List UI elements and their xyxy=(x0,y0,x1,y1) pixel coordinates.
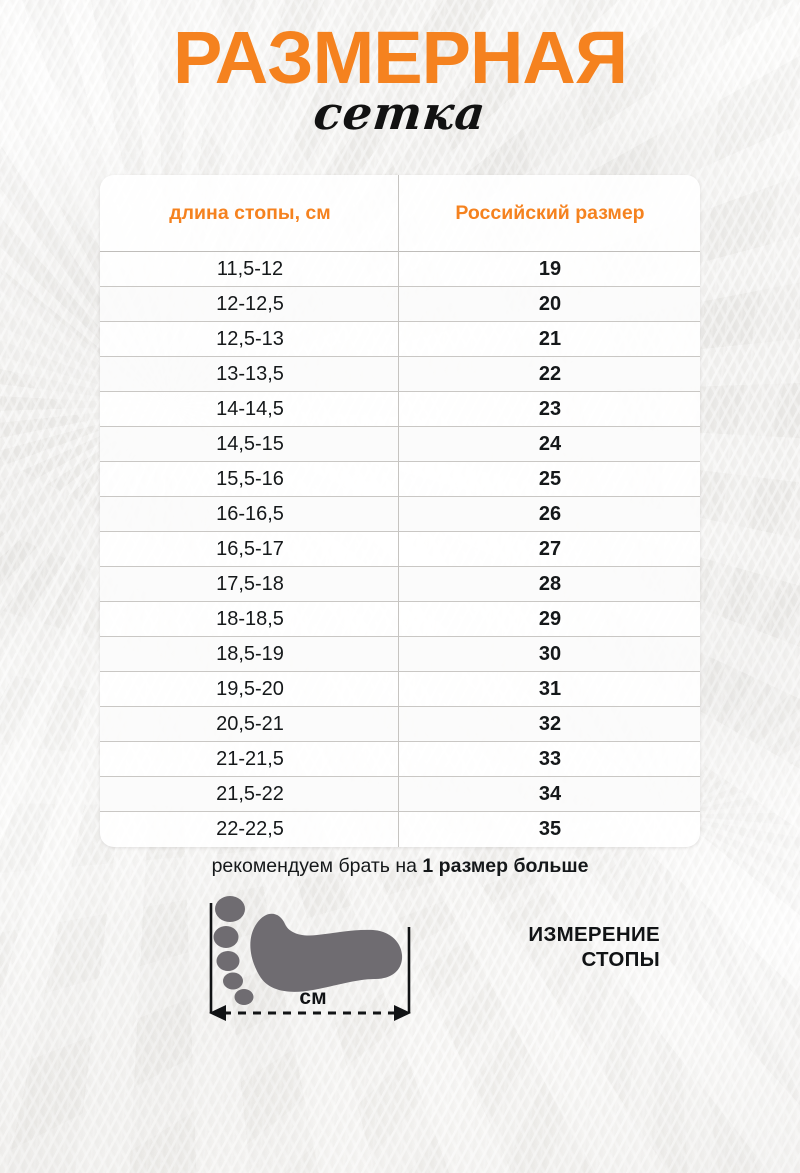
measure-arrow-right-icon xyxy=(394,1005,411,1021)
cell-foot-length: 20,5-21 xyxy=(216,713,284,735)
cell-russian-size: 32 xyxy=(538,713,562,735)
caption-line-2: СТОПЫ xyxy=(581,947,660,971)
table-row: 13-13,5 22 xyxy=(100,357,700,392)
table-row: 12-12,5 20 xyxy=(100,287,700,322)
cell-foot-length: 12-12,5 xyxy=(216,293,284,315)
cell-russian-size: 19 xyxy=(538,258,562,280)
cell-foot-length: 18-18,5 xyxy=(216,608,284,630)
toe-5-icon xyxy=(234,989,254,1005)
toe-1-icon xyxy=(215,896,245,922)
cell-foot-length: 15,5-16 xyxy=(216,468,284,490)
cell-russian-size: 28 xyxy=(538,573,562,595)
cell-russian-size: 23 xyxy=(538,398,562,420)
table-row: 15,5-16 25 xyxy=(100,462,700,497)
table-row: 11,5-12 19 xyxy=(100,252,700,287)
cell-russian-size: 25 xyxy=(538,468,562,490)
cell-russian-size: 21 xyxy=(538,328,562,350)
recommendation-note: рекомендуем брать на 1 размер больше xyxy=(0,855,800,878)
cell-russian-size: 22 xyxy=(538,363,562,385)
cell-russian-size: 24 xyxy=(538,433,562,455)
cell-russian-size: 33 xyxy=(538,748,562,770)
table-row: 14-14,5 23 xyxy=(100,392,700,427)
cell-foot-length: 21,5-22 xyxy=(216,783,284,805)
table-row: 16,5-17 27 xyxy=(100,532,700,567)
cell-foot-length: 19,5-20 xyxy=(216,678,284,700)
cell-russian-size: 34 xyxy=(538,783,562,805)
table-row: 21,5-22 34 xyxy=(100,777,700,812)
cell-russian-size: 31 xyxy=(538,678,562,700)
cell-foot-length: 11,5-12 xyxy=(216,258,284,280)
toe-4-icon xyxy=(223,972,243,990)
cell-foot-length: 13-13,5 xyxy=(216,363,284,385)
measurement-caption: ИЗМЕРЕНИЕ СТОПЫ xyxy=(440,923,660,972)
table-row: 16-16,5 26 xyxy=(100,497,700,532)
cell-foot-length: 22-22,5 xyxy=(216,818,284,840)
table-header-row: длина стопы, см Российский размер xyxy=(100,175,700,252)
column-divider xyxy=(398,175,399,847)
measure-arrow-left-icon xyxy=(209,1005,226,1021)
foot-measurement-diagram: см ИЗМЕРЕНИЕ СТОПЫ xyxy=(0,895,800,1025)
cell-foot-length: 16-16,5 xyxy=(216,503,284,525)
cell-russian-size: 27 xyxy=(538,538,562,560)
cell-russian-size: 20 xyxy=(538,293,562,315)
cell-foot-length: 14,5-15 xyxy=(216,433,284,455)
cell-russian-size: 30 xyxy=(538,643,562,665)
table-row: 17,5-18 28 xyxy=(100,567,700,602)
cell-russian-size: 29 xyxy=(538,608,562,630)
cell-russian-size: 35 xyxy=(538,818,562,840)
table-row: 22-22,5 35 xyxy=(100,812,700,847)
unit-label: см xyxy=(299,986,326,1009)
foot-icon: см xyxy=(209,896,411,1021)
table-row: 12,5-13 21 xyxy=(100,322,700,357)
toe-3-icon xyxy=(216,951,240,971)
cell-foot-length: 16,5-17 xyxy=(216,538,284,560)
table-row: 19,5-20 31 xyxy=(100,672,700,707)
size-chart-table: длина стопы, см Российский размер 11,5-1… xyxy=(100,175,700,847)
title-main: РАЗМЕРНАЯ xyxy=(172,16,628,99)
cell-russian-size: 26 xyxy=(538,503,562,525)
cell-foot-length: 18,5-19 xyxy=(216,643,284,665)
header-russian-size: Российский размер xyxy=(455,202,645,224)
table-row: 18,5-19 30 xyxy=(100,637,700,672)
cell-foot-length: 21-21,5 xyxy=(216,748,284,770)
toe-2-icon xyxy=(213,926,239,948)
cell-foot-length: 12,5-13 xyxy=(216,328,284,350)
title-script: сетка xyxy=(311,86,489,141)
caption-line-1: ИЗМЕРЕНИЕ xyxy=(528,923,660,946)
note-bold-text: 1 размер больше xyxy=(422,855,589,877)
table-row: 18-18,5 29 xyxy=(100,602,700,637)
table-row: 20,5-21 32 xyxy=(100,707,700,742)
cell-foot-length: 17,5-18 xyxy=(216,573,284,595)
table-row: 14,5-15 24 xyxy=(100,427,700,462)
cell-foot-length: 14-14,5 xyxy=(216,398,284,420)
page-title: РАЗМЕРНАЯ сетка xyxy=(0,16,800,141)
table-row: 21-21,5 33 xyxy=(100,742,700,777)
note-plain-text: рекомендуем брать на xyxy=(211,855,423,877)
header-foot-length: длина стопы, см xyxy=(169,202,331,224)
foot-sole-icon xyxy=(250,913,403,992)
